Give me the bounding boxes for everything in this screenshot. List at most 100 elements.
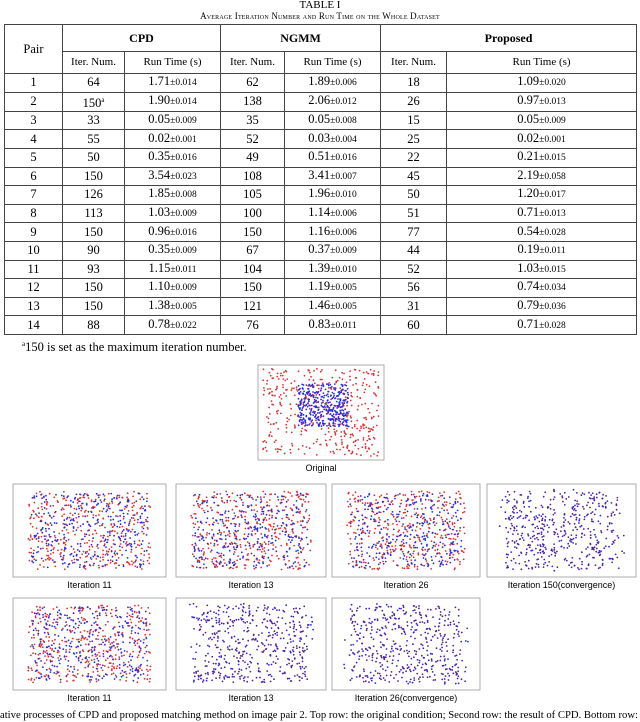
cell-value: 1.10 [148, 279, 171, 294]
panel-caption: Original [305, 463, 336, 473]
cell-value: 108 [243, 168, 262, 183]
panel-caption: Iteration 13 [228, 693, 273, 703]
cell-deviation: ±0.013 [539, 209, 566, 220]
cell-value: 0.05 [148, 112, 171, 127]
cell-value: 1.20 [517, 186, 540, 201]
table-cell: 1.71±0.014 [123, 73, 222, 93]
cell-value: 62 [246, 75, 259, 90]
table-cell: 18 [380, 73, 448, 93]
cell-value: 104 [243, 261, 262, 276]
cell-value: 45 [407, 168, 420, 183]
table-cell: 150 [62, 296, 125, 317]
table-cell: 1.10±0.009 [123, 278, 222, 298]
cell-value: 1.46 [308, 297, 331, 312]
table-row: 11 93 1.15±0.011 104 1.39±0.010 52 1.03±0.015 [4, 259, 638, 280]
cell-deviation: ±0.008 [170, 190, 197, 201]
table-row: 4 55 0.02±0.001 52 0.03±0.004 25 0.02±0.001 [4, 129, 638, 149]
table-cell: 31 [380, 296, 448, 317]
cell-deviation: ±0.009 [539, 116, 566, 127]
table-cell: 0.97±0.013 [446, 91, 638, 112]
cell-value: 1.09 [517, 74, 540, 89]
table-cell: 0.21±0.015 [446, 147, 638, 168]
cell-value: 18 [407, 75, 420, 90]
table-cell: 67 [220, 240, 286, 261]
cell-value: 1.15 [148, 260, 171, 275]
table-row: 14 88 0.78±0.022 76 0.83±0.011 60 0.71±0.028 [4, 315, 638, 335]
cell-deviation: ±0.005 [330, 301, 357, 312]
pair-cell: 2 [4, 91, 63, 112]
cell-value: 0.35 [148, 242, 171, 257]
cell-value: 52 [407, 261, 420, 276]
table-cell: 121 [220, 296, 286, 317]
table-row: 13 150 1.38±0.005 121 1.46±0.005 31 0.79±0.036 [4, 296, 638, 317]
cell-deviation: ±0.013 [539, 97, 566, 108]
cell-value: 1.89 [308, 74, 331, 89]
cell-value: 0.78 [148, 316, 171, 331]
point-cloud [193, 604, 309, 684]
cell-value: 3.41 [308, 167, 331, 182]
pair-cell: 12 [4, 278, 63, 298]
cell-value: 25 [407, 131, 420, 146]
cell-value: 60 [407, 317, 420, 332]
table-row: 2 150a 1.90±0.014 138 2.06±0.012 26 0.97±0.013 [4, 91, 638, 112]
point-cloud [343, 603, 469, 685]
table-cell: 0.83±0.011 [284, 315, 382, 335]
cell-deviation: ±0.014 [170, 78, 197, 89]
cell-value: 1.14 [308, 205, 331, 220]
cell-value: 0.21 [517, 149, 540, 164]
cell-value: 0.54 [517, 223, 540, 238]
cell-value: 0.05 [308, 112, 331, 127]
cell-value: 22 [407, 150, 420, 165]
cell-footnote-mark: a [101, 95, 105, 104]
cell-value: 26 [407, 94, 420, 109]
table-row: 9 150 0.96±0.016 150 1.16±0.006 77 0.54±0.028 [4, 222, 638, 242]
cell-deviation: ±0.007 [330, 171, 357, 182]
table-cell: 150 [62, 166, 125, 187]
table-cell: 50 [380, 185, 448, 205]
cell-value: 113 [84, 206, 103, 221]
cell-deviation: ±0.011 [330, 320, 357, 331]
table-cell: 2.06±0.012 [284, 91, 382, 112]
cell-value: 0.74 [517, 279, 540, 294]
cell-deviation: ±0.005 [330, 283, 357, 294]
cell-deviation: ±0.009 [170, 283, 197, 294]
table-cell: 1.20±0.017 [446, 185, 638, 205]
cell-value: 88 [87, 317, 100, 332]
cell-value: 1.16 [308, 223, 331, 238]
cell-value: 52 [246, 131, 259, 146]
point-cloud [504, 490, 619, 571]
panel-caption: Iteration 26 [383, 580, 428, 590]
cell-deviation: ±0.001 [170, 134, 197, 145]
figure-caption: ative processes of CPD and proposed matc… [0, 710, 638, 721]
cell-value: 3.54 [148, 167, 171, 182]
cell-value: 1.39 [308, 260, 331, 275]
table-cell: 0.02±0.001 [123, 129, 222, 149]
panel-caption: Iteration 11 [67, 693, 111, 703]
point-cloud [31, 606, 149, 682]
table-cell: 0.51±0.016 [284, 147, 382, 168]
cell-deviation: ±0.006 [330, 78, 357, 89]
cell-deviation: ±0.058 [539, 171, 566, 182]
table-cell: 64 [62, 73, 125, 93]
table-cell: 1.46±0.005 [284, 296, 382, 317]
table-cell: 1.39±0.010 [284, 259, 382, 280]
cell-deviation: ±0.015 [539, 264, 566, 275]
table-row: 1 64 1.71±0.014 62 1.89±0.006 18 1.09±0.020 [4, 73, 638, 93]
cell-deviation: ±0.023 [170, 171, 197, 182]
cell-deviation: ±0.009 [170, 246, 197, 257]
cell-value: 0.51 [308, 149, 331, 164]
cell-value: 1.03 [148, 205, 171, 220]
panel-caption: Iteration 13 [228, 580, 273, 590]
cell-value: 150 [243, 280, 262, 295]
cell-value: 0.71 [517, 205, 540, 220]
cell-deviation: ±0.004 [330, 134, 357, 145]
sub-header: Run Time (s) [446, 51, 638, 74]
table-cell: 3.41±0.007 [284, 166, 382, 187]
cell-value: 150 [84, 280, 103, 295]
cell-deviation: ±0.005 [170, 301, 197, 312]
cell-deviation: ±0.011 [539, 246, 566, 257]
table-cell: 0.78±0.022 [123, 315, 222, 335]
cell-value: 1.90 [148, 93, 171, 108]
